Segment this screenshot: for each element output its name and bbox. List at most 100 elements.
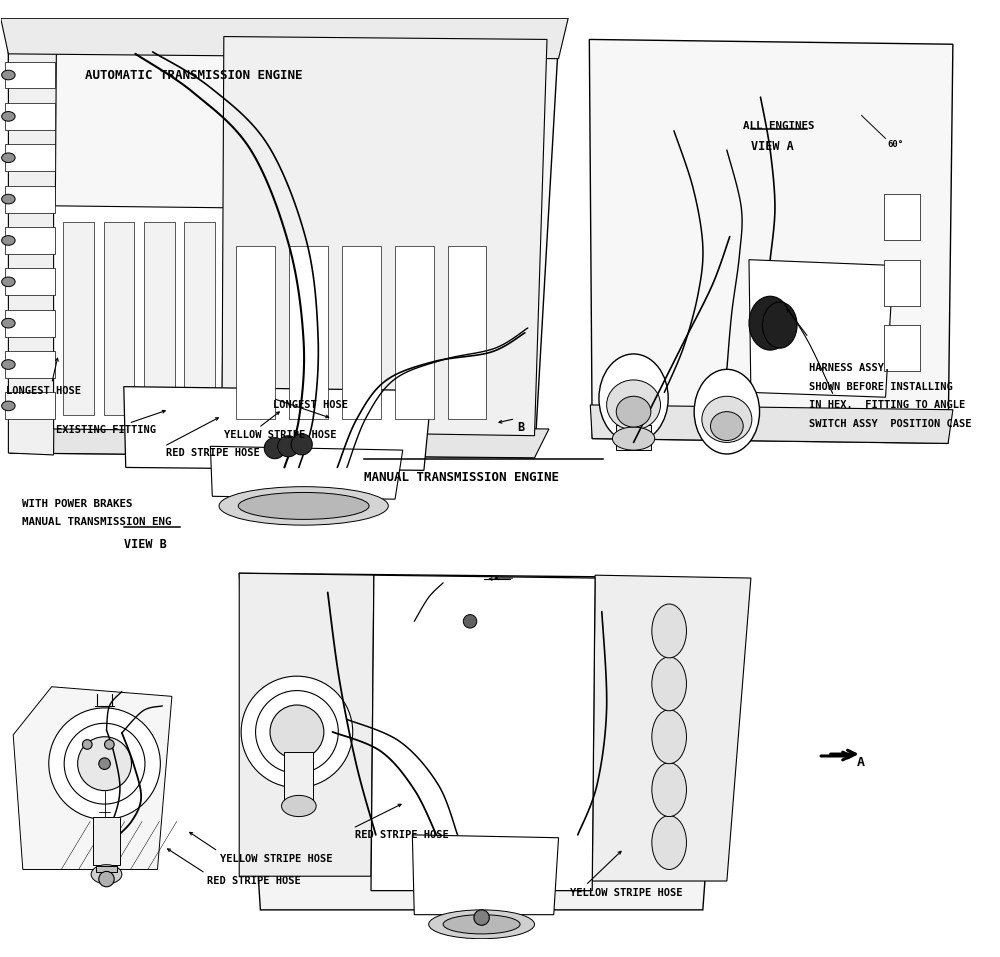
Text: RED STRIPE HOSE: RED STRIPE HOSE <box>166 448 260 458</box>
Ellipse shape <box>2 235 15 245</box>
Bar <box>63 222 94 414</box>
Polygon shape <box>371 575 595 891</box>
Bar <box>236 246 275 419</box>
Polygon shape <box>13 687 172 870</box>
Ellipse shape <box>2 70 15 79</box>
Bar <box>5 61 55 88</box>
Ellipse shape <box>711 412 743 440</box>
Text: YELLOW STRIPE HOSE: YELLOW STRIPE HOSE <box>570 888 683 898</box>
Ellipse shape <box>2 194 15 204</box>
Bar <box>184 222 215 414</box>
Text: IN HEX.  FITTING TO ANGLE: IN HEX. FITTING TO ANGLE <box>809 400 965 411</box>
Bar <box>884 325 920 371</box>
Polygon shape <box>590 405 953 443</box>
Polygon shape <box>1 18 568 58</box>
Polygon shape <box>222 36 547 435</box>
Bar <box>5 392 55 419</box>
Circle shape <box>78 737 132 790</box>
Bar <box>144 222 175 414</box>
Bar <box>96 866 117 873</box>
Bar <box>448 246 486 419</box>
Text: 60°: 60° <box>887 141 904 149</box>
Ellipse shape <box>2 112 15 122</box>
Ellipse shape <box>616 396 651 427</box>
Ellipse shape <box>652 604 686 657</box>
Ellipse shape <box>694 369 760 454</box>
Bar <box>5 310 55 337</box>
Ellipse shape <box>652 815 686 870</box>
Text: MANUAL TRANSMISSION ENGINE: MANUAL TRANSMISSION ENGINE <box>364 471 559 484</box>
Text: VIEW A: VIEW A <box>751 140 794 153</box>
Bar <box>884 194 920 240</box>
Ellipse shape <box>443 915 520 934</box>
Ellipse shape <box>291 434 312 455</box>
Text: VIEW B: VIEW B <box>124 539 167 551</box>
Text: HARNESS ASSY.: HARNESS ASSY. <box>809 364 890 373</box>
Text: LONGEST HOSE: LONGEST HOSE <box>6 387 81 396</box>
Ellipse shape <box>2 401 15 411</box>
Ellipse shape <box>652 763 686 816</box>
Text: B: B <box>517 420 524 434</box>
Text: YELLOW STRIPE HOSE: YELLOW STRIPE HOSE <box>220 854 332 864</box>
Polygon shape <box>412 835 559 915</box>
Ellipse shape <box>264 437 285 458</box>
Text: AUTOMATIC TRANSMISSION ENGINE: AUTOMATIC TRANSMISSION ENGINE <box>85 69 303 82</box>
Bar <box>5 145 55 171</box>
Ellipse shape <box>599 354 668 442</box>
Ellipse shape <box>749 297 791 350</box>
Ellipse shape <box>238 493 369 520</box>
Bar <box>284 752 313 802</box>
Circle shape <box>49 708 160 819</box>
Bar <box>104 222 134 414</box>
Circle shape <box>82 740 92 749</box>
Text: RED STRIPE HOSE: RED STRIPE HOSE <box>207 877 301 886</box>
Text: RED STRIPE HOSE: RED STRIPE HOSE <box>355 830 448 840</box>
Ellipse shape <box>612 427 655 450</box>
Circle shape <box>256 691 338 773</box>
Ellipse shape <box>652 710 686 764</box>
Bar <box>289 246 328 419</box>
Circle shape <box>99 872 114 887</box>
Bar <box>5 351 55 378</box>
Polygon shape <box>749 259 893 397</box>
Text: A: A <box>857 756 865 769</box>
Polygon shape <box>589 39 953 443</box>
Circle shape <box>474 910 489 925</box>
Ellipse shape <box>652 657 686 711</box>
Bar <box>616 425 651 450</box>
Circle shape <box>99 758 110 769</box>
Ellipse shape <box>219 487 388 525</box>
Ellipse shape <box>2 360 15 369</box>
Ellipse shape <box>702 396 752 442</box>
Circle shape <box>270 705 324 759</box>
Bar <box>5 268 55 296</box>
Bar <box>5 186 55 212</box>
Ellipse shape <box>91 865 122 884</box>
Bar <box>93 816 120 865</box>
Text: SWITCH ASSY  POSITION CASE: SWITCH ASSY POSITION CASE <box>809 418 971 429</box>
Ellipse shape <box>607 380 660 430</box>
Bar <box>5 103 55 130</box>
Circle shape <box>105 740 114 749</box>
Text: MANUAL TRANSMISSION ENG: MANUAL TRANSMISSION ENG <box>22 517 171 527</box>
Ellipse shape <box>278 435 299 456</box>
Text: WITH POWER BRAKES: WITH POWER BRAKES <box>22 499 132 509</box>
Circle shape <box>463 614 477 628</box>
Text: EXISTING FITTING: EXISTING FITTING <box>56 425 156 435</box>
Bar <box>342 246 381 419</box>
Polygon shape <box>124 387 432 470</box>
Polygon shape <box>10 424 549 457</box>
Text: SHOWN BEFORE INSTALLING: SHOWN BEFORE INSTALLING <box>809 382 952 391</box>
Bar <box>5 227 55 254</box>
Polygon shape <box>210 446 403 500</box>
Ellipse shape <box>282 795 316 816</box>
Text: YELLOW STRIPE HOSE: YELLOW STRIPE HOSE <box>224 430 336 439</box>
Circle shape <box>64 723 145 804</box>
Ellipse shape <box>2 153 15 163</box>
Text: LONGEST HOSE: LONGEST HOSE <box>273 400 348 411</box>
Ellipse shape <box>429 910 534 939</box>
Polygon shape <box>239 573 727 910</box>
Polygon shape <box>592 575 751 881</box>
Bar <box>884 259 920 306</box>
Bar <box>395 246 434 419</box>
